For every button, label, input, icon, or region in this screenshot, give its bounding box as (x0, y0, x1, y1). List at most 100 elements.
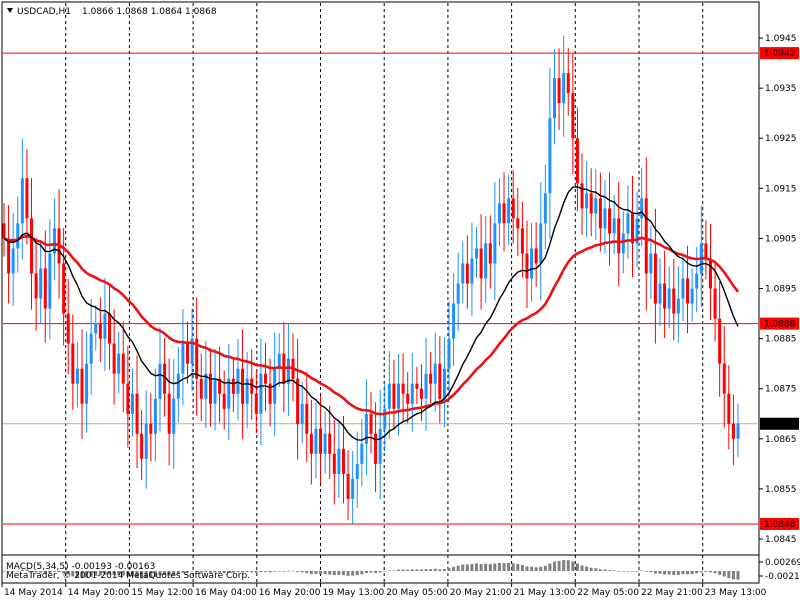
macd-bar (39, 571, 43, 573)
macd-bar (66, 571, 70, 575)
candles (2, 35, 740, 525)
candle-body (195, 338, 199, 379)
macd-bar (85, 571, 89, 578)
moving-averages (3, 186, 740, 441)
macd-bar (475, 563, 479, 571)
macd-bar (731, 571, 735, 580)
candle-body (94, 323, 98, 334)
price-label: 1.0905 (765, 234, 797, 244)
price-label: 1.0845 (765, 535, 797, 545)
price-axis[interactable]: 1.0945 1.0935 1.0925 1.0915 1.0905 1.0895 1.08… (759, 34, 799, 545)
candle-body (167, 393, 171, 434)
price-level-flag (760, 317, 799, 330)
macd-bar (543, 565, 547, 571)
candle-body (172, 398, 176, 434)
macd-bar (250, 571, 254, 573)
candle-body (452, 303, 456, 339)
macd-bar (617, 571, 621, 572)
candle-body (277, 353, 281, 369)
macd-bar (658, 571, 662, 574)
candle-body (507, 198, 511, 224)
candle-body (346, 473, 350, 499)
candle-body (89, 333, 93, 364)
macd-bar (575, 563, 579, 571)
macd-bar (259, 571, 263, 573)
macd-scale-bottom: -0.00216 (765, 572, 800, 582)
candle-body (516, 218, 520, 229)
macd-bar (208, 571, 212, 573)
macd-bar (621, 571, 625, 572)
time-label: 14 May 20:00 (68, 588, 130, 598)
candle-body (158, 363, 162, 399)
candle-body (11, 248, 15, 274)
candle-body (497, 203, 501, 224)
candle-body (208, 373, 212, 404)
time-label: 19 May 13:00 (323, 588, 385, 598)
macd-bar (126, 571, 130, 577)
candle-body (447, 338, 451, 369)
macd-bar (589, 567, 593, 571)
macd-bar (507, 562, 511, 571)
macd-bar (218, 571, 222, 573)
macd-bar (112, 571, 116, 576)
macd-bar (245, 571, 249, 573)
macd-bar (502, 563, 506, 571)
macd-bar (548, 563, 552, 571)
price-label: 1.0895 (765, 285, 797, 295)
candle-body (676, 298, 680, 314)
candle-body (341, 448, 345, 474)
macd-bar (355, 571, 359, 576)
macd-bar (98, 571, 102, 576)
time-label: 15 May 12:00 (131, 588, 193, 598)
candle-body (98, 323, 102, 339)
candle-body (231, 378, 235, 394)
candle-body (630, 213, 634, 244)
candle-body (617, 218, 621, 254)
candle-body (419, 388, 423, 399)
macd-bar (612, 570, 616, 571)
macd-bar (447, 568, 451, 571)
macd-bar (30, 570, 34, 572)
macd-bar (534, 567, 538, 571)
macd-bar (630, 571, 634, 572)
candle-body (259, 373, 263, 414)
candle-body (34, 273, 38, 299)
candle-body (626, 213, 630, 234)
macd-bar (268, 571, 272, 573)
candle-body (713, 288, 717, 319)
macd-bar (401, 569, 405, 571)
macd-bar (580, 565, 584, 571)
macd-bar (163, 571, 167, 575)
macd-scale-top: 0.00269 (765, 558, 800, 568)
macd-bar (722, 571, 726, 577)
candle-body (218, 378, 222, 394)
macd-bar (626, 570, 630, 572)
candle-body (153, 398, 157, 434)
candle-body (360, 443, 364, 464)
macd-bar (130, 571, 134, 577)
candle-body (25, 178, 29, 219)
candle-body (585, 193, 589, 209)
candle-body (16, 223, 20, 249)
candle-body (117, 353, 121, 374)
moving-average-slow-line (3, 234, 740, 416)
macd-bar (571, 561, 575, 571)
candle-body (121, 353, 125, 384)
macd-bar (121, 571, 125, 576)
candle-body (635, 218, 639, 244)
candle-body (364, 413, 368, 444)
candle-body (566, 73, 570, 94)
dropdown-triangle-icon[interactable] (7, 8, 13, 13)
candle-body (204, 373, 208, 399)
price-label: 1.0865 (765, 435, 797, 445)
candle-body (653, 253, 657, 304)
macd-bar (419, 569, 423, 571)
macd-bar (562, 560, 566, 571)
macd-bar (186, 571, 189, 573)
macd-bar (117, 571, 121, 576)
candle-body (553, 78, 556, 119)
candle-body (309, 433, 313, 454)
candle-body (690, 288, 694, 304)
